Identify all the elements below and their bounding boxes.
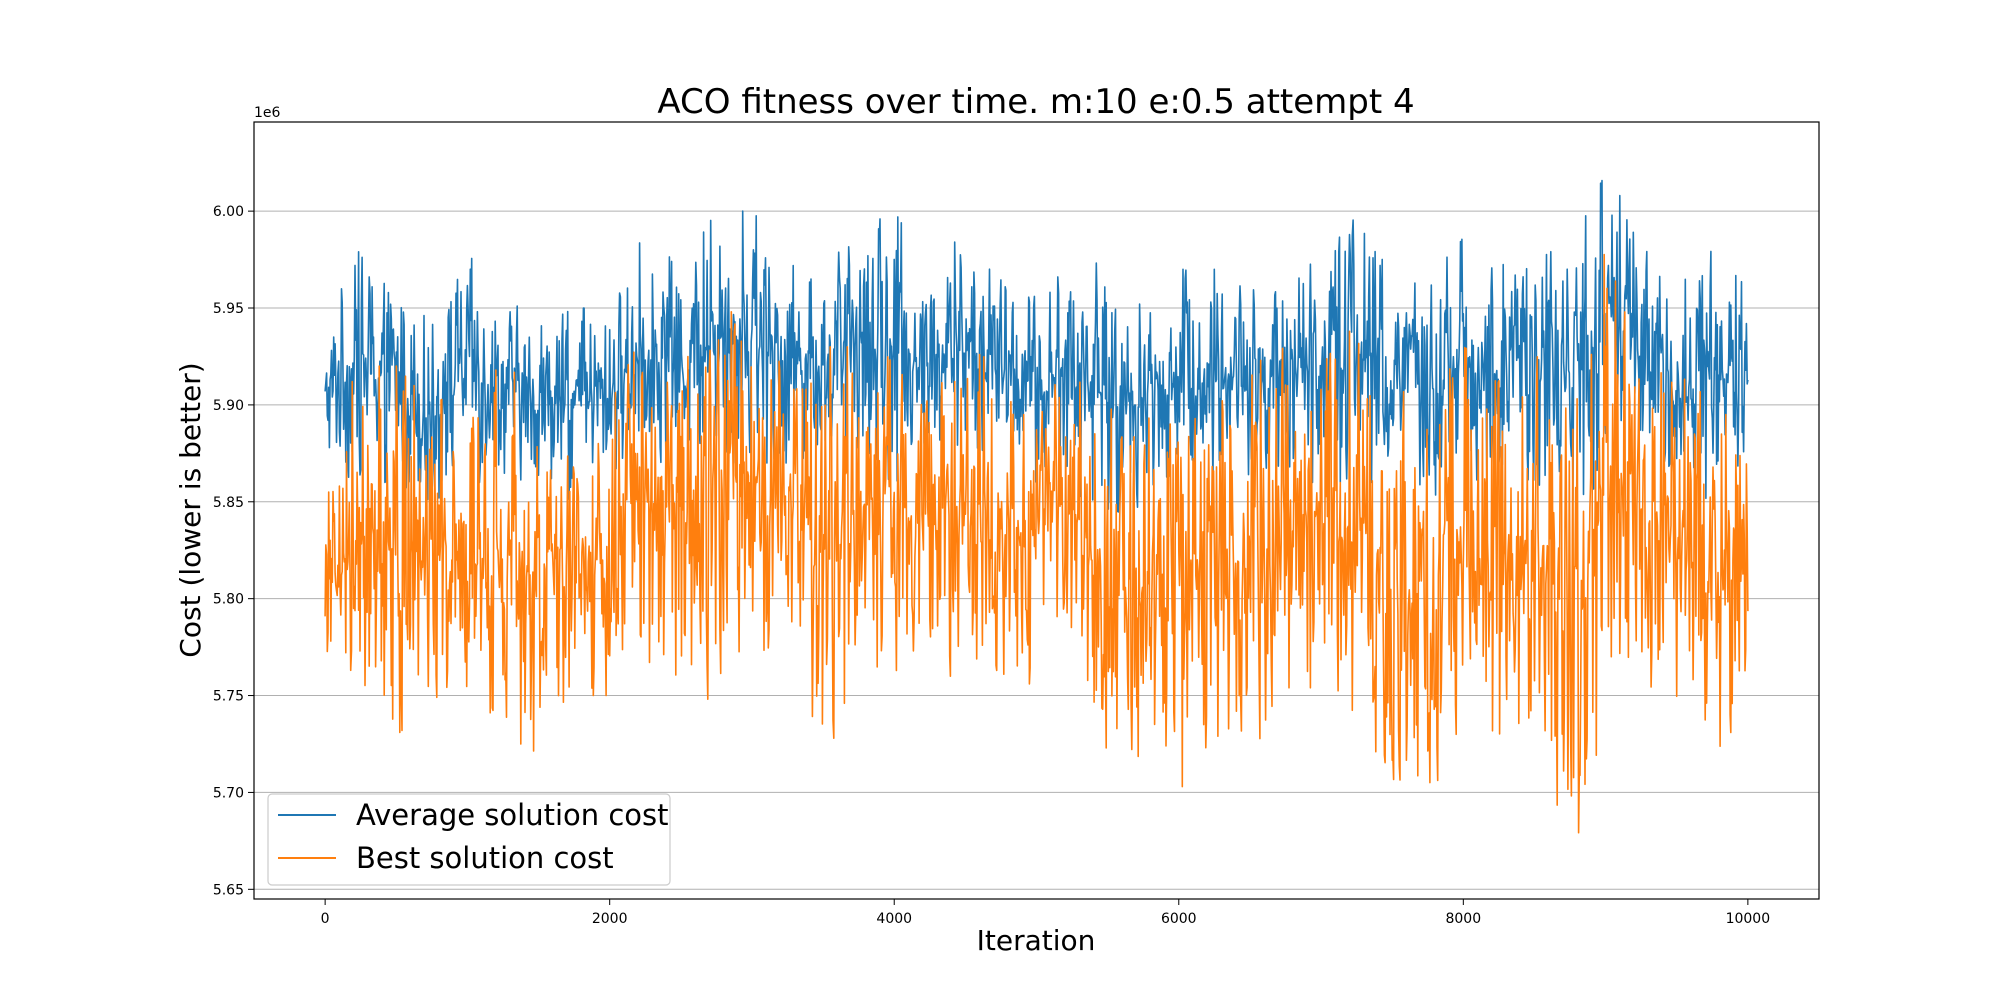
- y-tick-label: 5.95: [213, 301, 244, 317]
- legend-label-average: Average solution cost: [356, 798, 669, 832]
- x-tick-label: 4000: [876, 911, 912, 927]
- x-tick-label: 0: [321, 911, 330, 927]
- series-lines: [324, 179, 1749, 834]
- plot-frame: [253, 121, 1820, 900]
- series-average-solution-cost: [324, 179, 1749, 513]
- y-offset-text: 1e6: [254, 105, 281, 121]
- x-tick-label: 10000: [1726, 911, 1771, 927]
- x-tick-label: 6000: [1161, 911, 1197, 927]
- y-tick-label: 5.80: [213, 592, 244, 608]
- legend-label-best: Best solution cost: [356, 841, 614, 875]
- x-axis-label: Iteration: [977, 924, 1096, 957]
- y-tick-label: 6.00: [213, 204, 244, 220]
- y-axis-label: Cost (lower is better): [174, 362, 207, 657]
- y-tick-label: 5.70: [213, 785, 244, 801]
- y-tick-label: 5.85: [213, 495, 244, 511]
- y-tick-label: 5.65: [213, 882, 244, 898]
- y-tick-label: 5.75: [213, 689, 244, 705]
- x-tick-label: 2000: [592, 911, 628, 927]
- series-best-solution-cost: [324, 253, 1749, 834]
- legend: Average solution cost Best solution cost: [267, 793, 671, 886]
- chart-title: ACO fitness over time. m:10 e:0.5 attemp…: [657, 82, 1414, 122]
- x-axis-ticks: 0 2000 4000 6000 8000 10000: [321, 899, 1770, 927]
- x-tick-label: 8000: [1445, 911, 1481, 927]
- y-axis-ticks: 5.65 5.70 5.75 5.80 5.85 5.90 5.95 6.00: [213, 204, 254, 898]
- y-tick-label: 5.90: [213, 398, 244, 414]
- legend-box: [267, 793, 671, 886]
